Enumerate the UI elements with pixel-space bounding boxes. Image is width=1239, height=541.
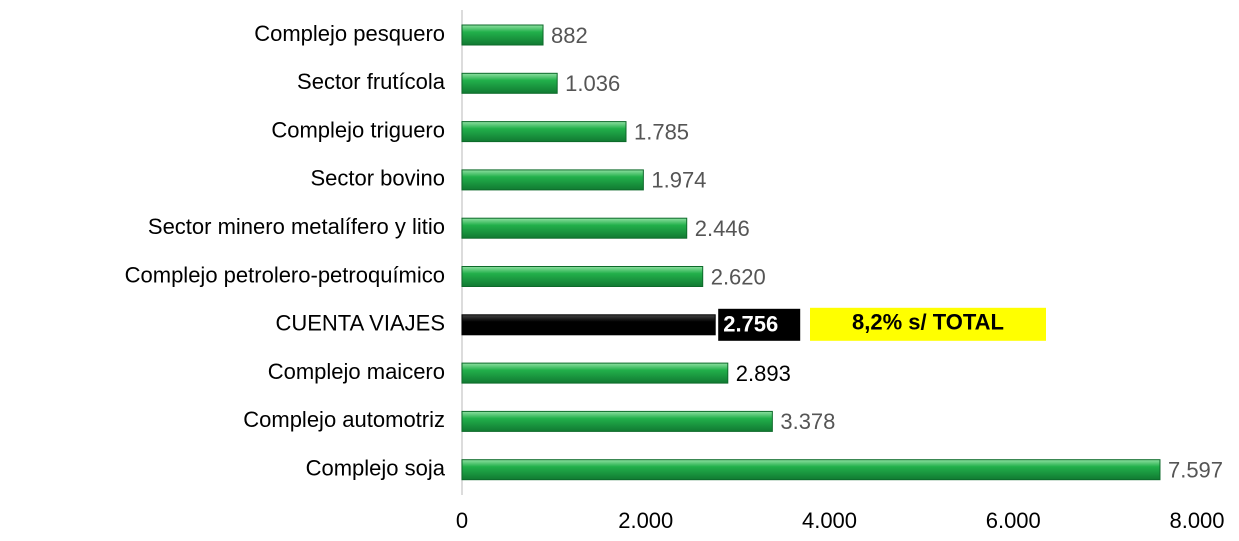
bar [461,169,644,191]
value-label: 3.378 [780,409,835,434]
value-label: 1.974 [651,168,706,193]
y-tick-label: Complejo automotriz [243,407,445,432]
value-label: 2.893 [736,361,791,386]
bar [461,24,544,46]
bar [461,314,716,336]
x-tick-label: 0 [456,508,468,533]
bar [461,217,688,239]
bar [461,121,627,143]
y-tick-label: Complejo maicero [268,359,445,384]
x-tick-label: 6.000 [986,508,1041,533]
value-label: 2.446 [695,216,750,241]
value-label: 1.036 [565,71,620,96]
value-label: 7.597 [1168,458,1223,483]
annotation-box [810,307,1046,341]
y-tick-label: Complejo soja [306,456,446,481]
bar [461,266,704,287]
y-tick-label: Complejo triguero [271,117,445,142]
y-tick-label: Sector bovino [310,166,445,191]
value-label-box [718,308,801,341]
x-tick-label: 4.000 [802,508,857,533]
annotation: 8,2% s/ TOTAL [852,310,1004,335]
bar [461,362,729,384]
value-label: 882 [551,23,588,48]
bar [461,459,1161,481]
value-label: 2.756 [723,312,778,337]
y-tick-label: Complejo petrolero-petroquímico [125,262,445,287]
y-tick-label: CUENTA VIAJES [275,311,445,336]
x-tick-label: 8.000 [1169,508,1224,533]
y-tick-label: Sector minero metalífero y litio [148,214,445,239]
bar [461,72,558,94]
value-label: 2.620 [711,264,766,289]
bar [461,410,773,432]
x-tick-label: 2.000 [618,508,673,533]
y-tick-label: Sector frutícola [297,69,446,94]
y-tick-label: Complejo pesquero [254,21,445,46]
value-label: 1.785 [634,119,689,144]
